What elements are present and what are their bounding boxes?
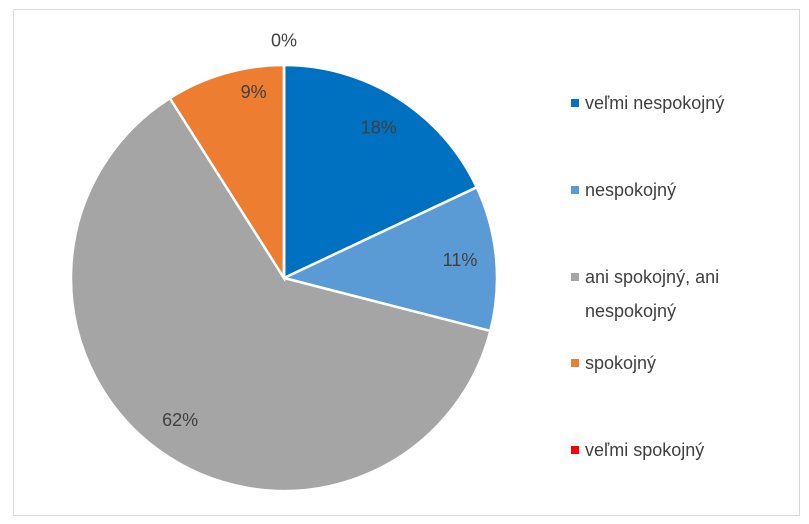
legend-label: veľmi nespokojný xyxy=(585,93,725,113)
legend-label: ani spokojný, ani nespokojný xyxy=(585,267,720,321)
legend-swatch xyxy=(571,446,579,454)
legend-swatch xyxy=(571,273,579,281)
legend-swatch xyxy=(571,186,579,194)
legend-item: nespokojný xyxy=(571,173,781,207)
data-label: 11% xyxy=(443,250,478,270)
legend-label: nespokojný xyxy=(585,180,677,200)
data-label: 18% xyxy=(361,117,397,137)
legend-item: veľmi spokojný xyxy=(571,433,781,467)
legend-label: veľmi spokojný xyxy=(585,440,705,460)
pie-slice xyxy=(168,63,286,283)
pie-slice xyxy=(282,63,479,280)
legend-swatch xyxy=(571,359,579,367)
pie-slice xyxy=(69,96,492,493)
legend-item: veľmi nespokojný xyxy=(571,86,781,120)
data-label: 0% xyxy=(271,30,297,50)
data-label: 62% xyxy=(162,410,198,430)
legend-item: spokojný xyxy=(571,346,781,380)
legend-item: ani spokojný, ani nespokojný xyxy=(571,260,781,328)
frame xyxy=(13,9,800,516)
legend-label: spokojný xyxy=(585,353,657,373)
pie-slice xyxy=(280,185,499,333)
legend-swatch xyxy=(571,99,579,107)
data-label: 9% xyxy=(241,82,267,102)
